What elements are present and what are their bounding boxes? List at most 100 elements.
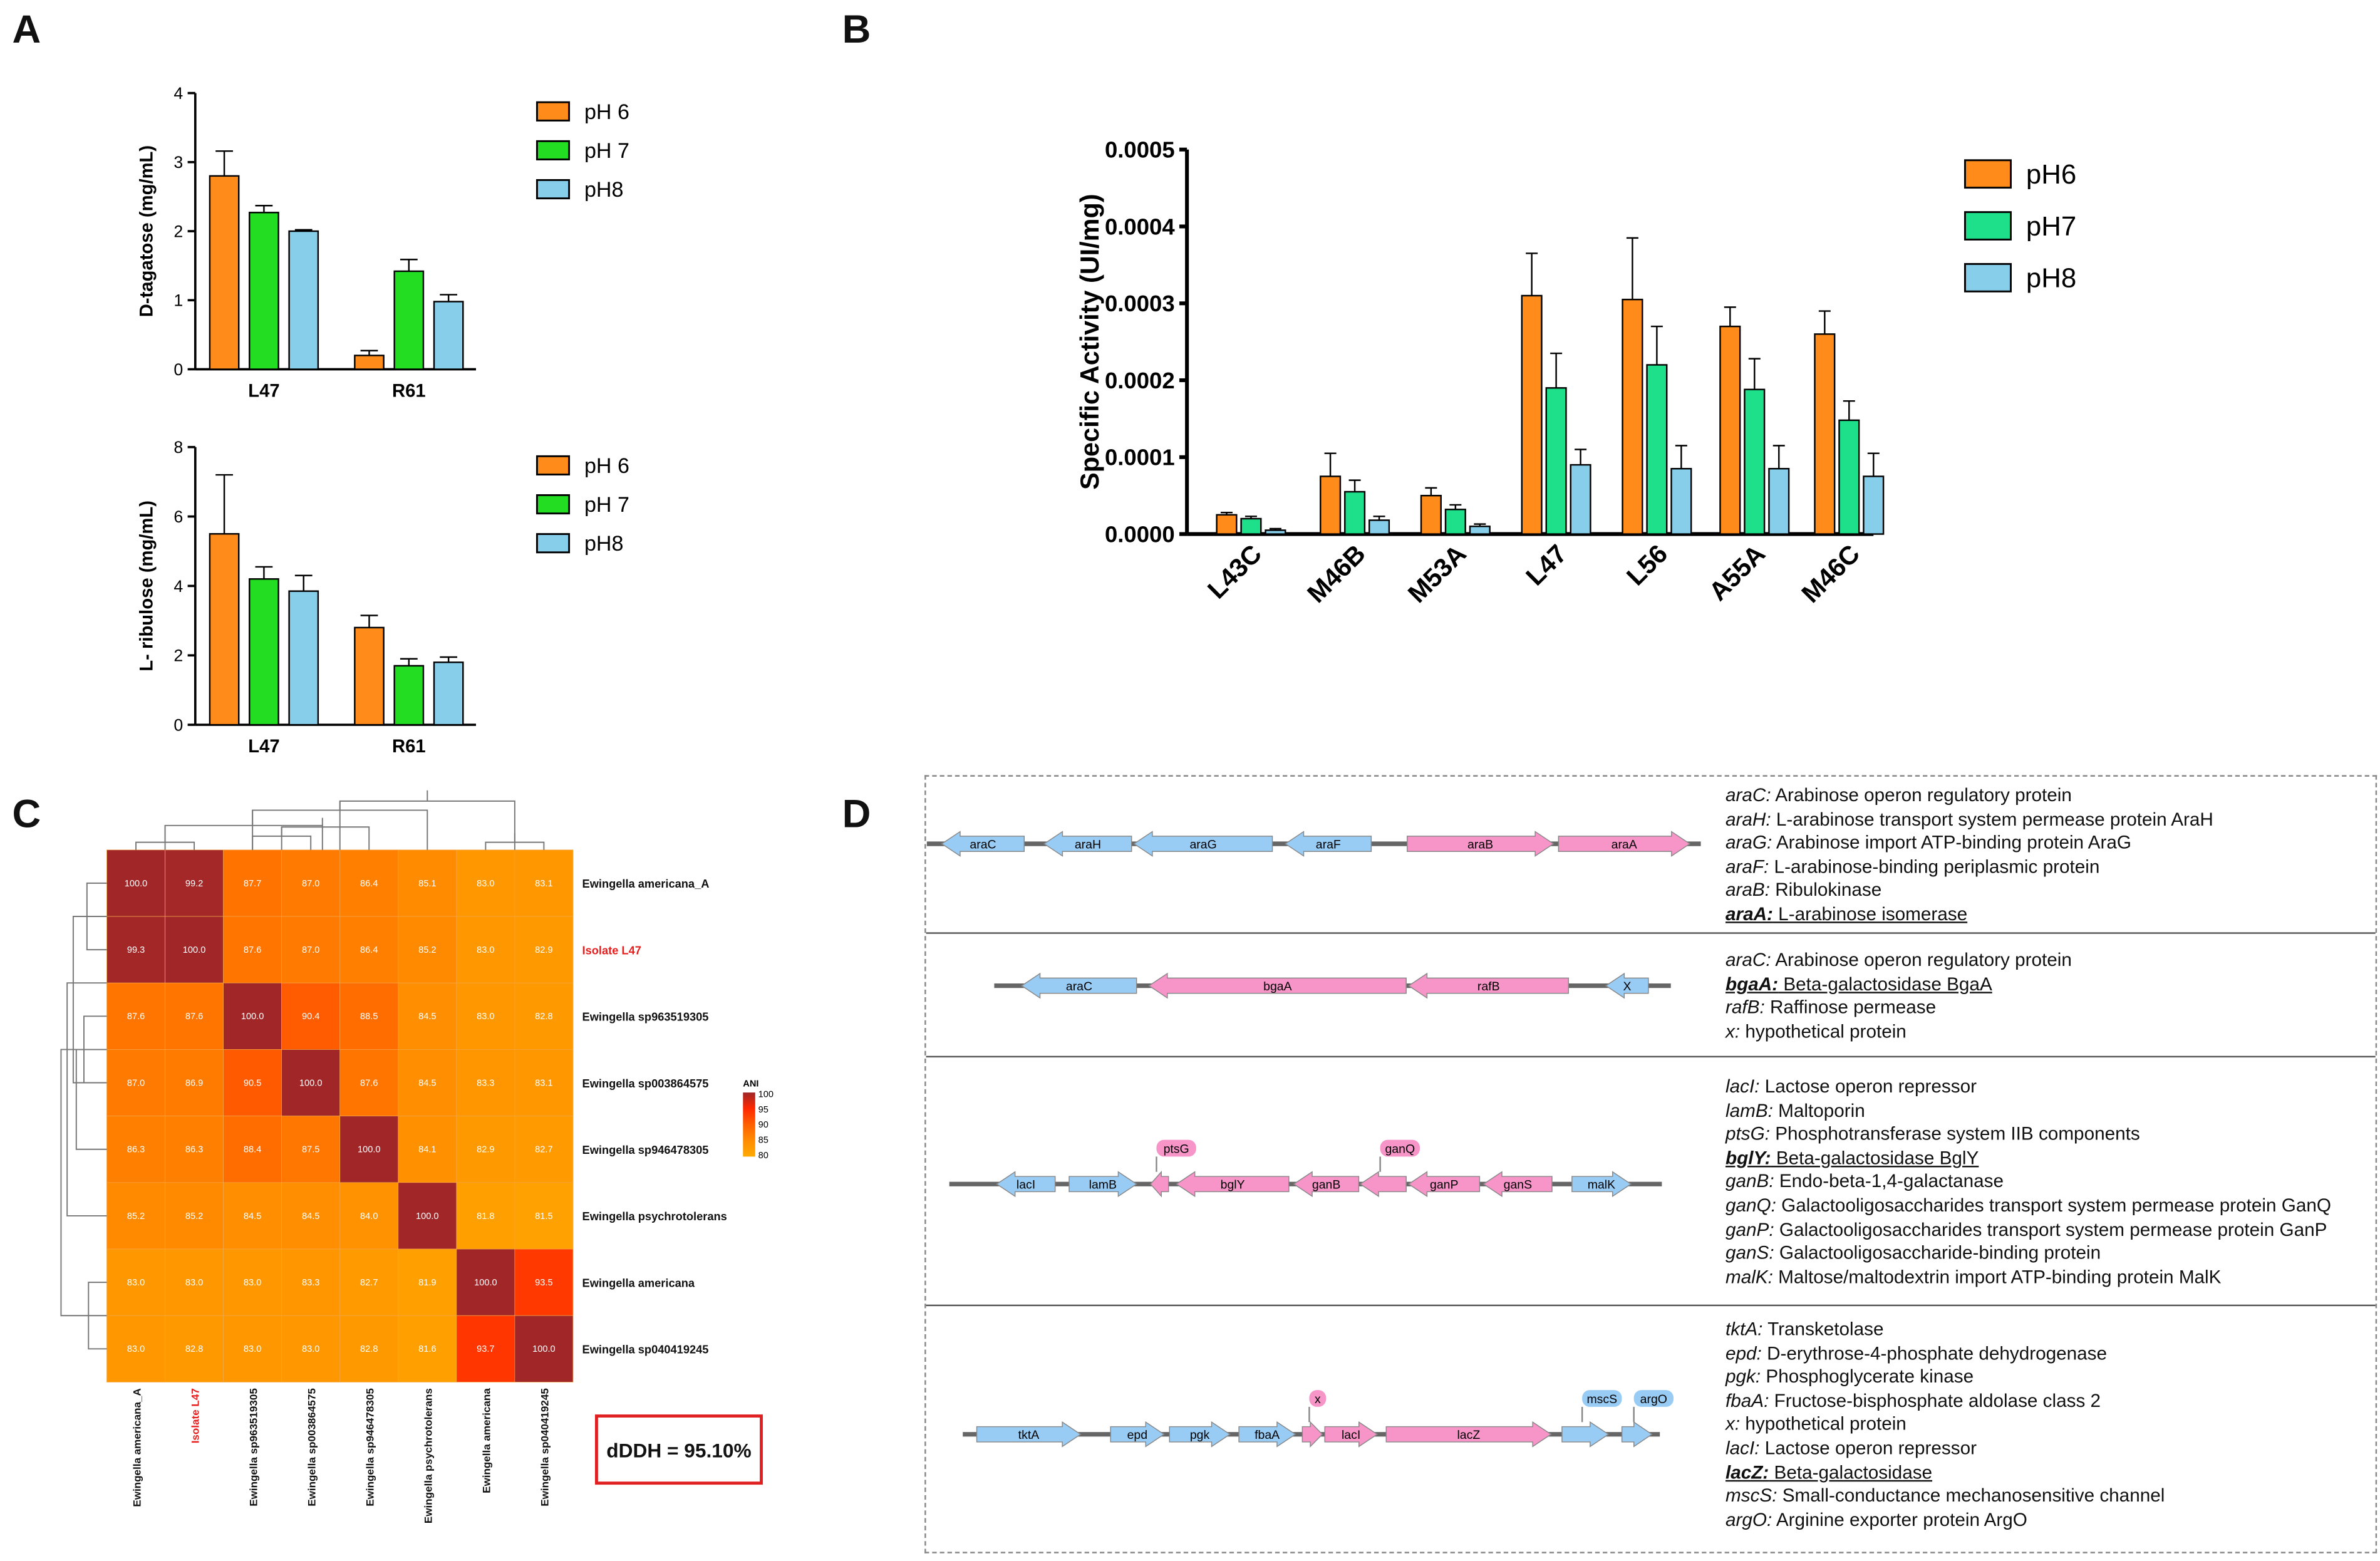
gene-name: araG: [1725,832,1772,854]
gene-label: araH [1075,838,1101,851]
heatmap-value: 82.8 [185,1344,203,1354]
heatmap-value: 81.6 [418,1344,436,1354]
heatmap-value: 83.0 [477,879,494,889]
gene-label: araA [1612,838,1637,851]
heatmap-value: 84.5 [418,1078,436,1088]
gene-name: rafB: [1725,997,1765,1019]
heatmap-value: 82.8 [535,1012,552,1022]
y-tick-label: 0.0005 [1105,137,1175,163]
gene-name: pgk: [1725,1366,1761,1387]
heatmap-value: 82.9 [477,1145,494,1155]
heatmap-value: 83.3 [477,1078,494,1088]
heatmap-value: 83.0 [302,1344,319,1354]
colorbar-tick: 80 [758,1151,768,1161]
row-label: Isolate L47 [582,943,641,957]
heatmap-cell [106,1248,165,1316]
heatmap-cell [281,916,341,983]
heatmap-value: 83.1 [535,879,552,889]
bar-ph6-m46b [1320,475,1342,535]
heatmap-cell [514,916,574,983]
gene-description: ganQ: Galactooligosaccharides transport … [1725,1195,2331,1218]
heatmap-value: 82.9 [535,945,552,955]
gene-label: araG [1189,838,1216,851]
gene-label: araC [1066,980,1092,993]
legend-label: pH 6 [584,100,629,124]
gene-description: araC: Arabinose operon regulatory protei… [1725,784,2213,808]
heatmap-value: 83.0 [477,945,494,955]
column-label: Ewingella sp003864575 [306,1388,318,1507]
gene-description: mscS: Small-conductance mechanosensitive… [1725,1485,2165,1509]
heatmap-value: 87.0 [127,1078,145,1088]
gene-description: rafB: Raffinose permease [1725,997,2072,1020]
gene-arrow-rafB [1407,972,1570,999]
gene-name: x: [1725,1020,1741,1042]
gene-name: bgaA: [1725,973,1779,995]
heatmap-cell [514,1049,574,1116]
ddh-value-box: dDDH = 95.10% [595,1414,763,1485]
gene-description: araA: L-arabinose isomerase [1725,903,2213,927]
bar-ph8-m46c [1863,475,1885,535]
heatmap-cell [398,1182,457,1250]
gene-arrow-ptsG [1150,1170,1169,1198]
gene-label: x [1315,1392,1321,1406]
gene-description: ganB: Endo-beta-1,4-galactanase [1725,1171,2331,1195]
gene-label: pgk [1190,1428,1210,1442]
gene-arrow-mscS [1561,1421,1610,1448]
gene-label: araB [1467,838,1493,851]
legend-swatch [1963,159,2012,189]
heatmap-cell [165,1248,224,1316]
legend-swatch [536,533,571,554]
gene-name: araC: [1725,949,1771,971]
heatmap-value: 84.5 [302,1211,319,1221]
heatmap-value: 88.4 [244,1145,261,1155]
gene-label: bgaA [1263,980,1291,993]
gene-function: L-arabinose-binding periplasmic protein [1769,856,2100,878]
gene-name: ganS: [1725,1242,1774,1264]
heatmap-cell [281,1182,341,1250]
y-tick-label: 2 [173,646,183,665]
heatmap-cell [165,1315,224,1382]
x-tick-label: L47 [248,381,279,401]
gene-function: Ribulokinase [1769,879,1882,901]
heatmap-value: 83.0 [244,1278,261,1288]
row-label: Ewingella sp003864575 [582,1077,709,1090]
heatmap-cell [398,982,457,1050]
gene-arrow-x [1301,1421,1323,1448]
gene-label-bubble [1633,1390,1674,1407]
heatmap-cell [456,849,515,917]
divider [926,932,2376,934]
gene-arrow-araB [1407,831,1555,857]
gene-description: ganP: Galactooligosaccharides transport … [1725,1218,2331,1242]
heatmap-cell [223,916,282,983]
gene-function: Small-conductance mechanosensitive chann… [1777,1485,2165,1507]
x-tick-label: L47 [248,737,279,757]
y-tick-label: 8 [173,438,183,457]
heatmap-value: 86.3 [185,1145,203,1155]
legend-label: pH 6 [584,454,629,478]
heatmap-value: 83.0 [127,1344,145,1354]
heatmap-value: 81.5 [535,1211,552,1221]
heatmap-cell [106,1182,165,1250]
heatmap-value: 81.8 [477,1211,494,1221]
gene-arrow-fbaA [1238,1421,1296,1448]
panel-label-b: B [842,6,871,52]
heatmap-cell [398,849,457,917]
y-tick-label: 0 [173,715,183,734]
heatmap-cell [456,1116,515,1183]
y-tick-label: 3 [173,153,183,172]
bar-ph7-l47 [249,212,279,370]
gene-arrow-ganP [1407,1171,1481,1198]
gene-function: Transketolase [1762,1318,1884,1340]
legend-swatch [536,179,571,200]
gene-label: ganQ [1385,1142,1415,1156]
gene-name: tktA: [1725,1318,1763,1340]
heatmap-cell [514,1248,574,1316]
gene-label: mscS [1586,1392,1617,1406]
bar-ph7-r61 [393,665,425,726]
bar-ph6-l47 [209,175,240,370]
column-label: Ewingella sp963519305 [247,1388,259,1507]
gene-description: epd: D-erythrose-4-phosphate dehydrogena… [1725,1342,2165,1366]
gene-name: araH: [1725,808,1771,830]
